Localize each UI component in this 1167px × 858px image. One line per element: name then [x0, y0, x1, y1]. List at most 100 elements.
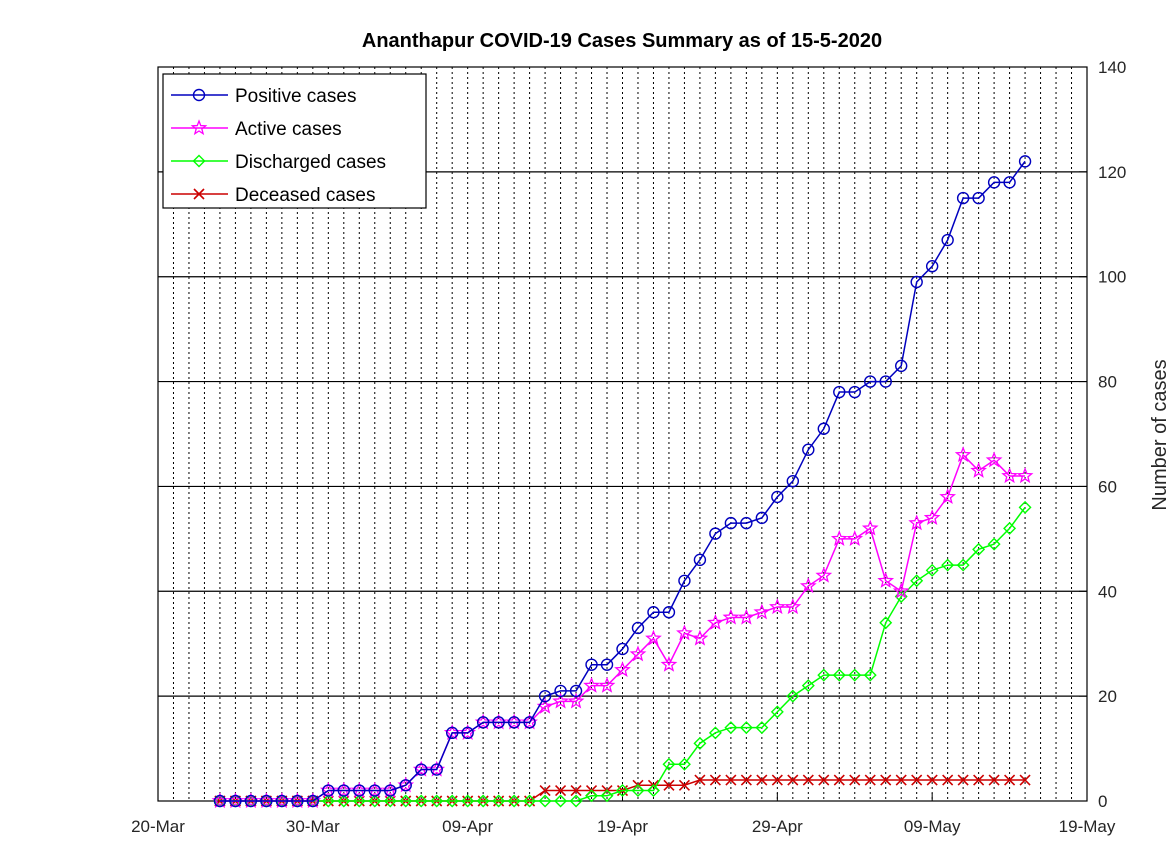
data-point — [786, 474, 800, 488]
data-point — [972, 191, 985, 205]
data-point — [322, 784, 335, 797]
data-point — [956, 558, 970, 572]
legend-label: Positive cases — [235, 86, 356, 107]
x-tick-label: 20-Mar — [131, 817, 185, 836]
data-point — [925, 563, 939, 577]
data-point — [384, 784, 397, 797]
data-point — [833, 774, 845, 786]
data-point — [864, 375, 877, 388]
data-point — [368, 794, 382, 808]
data-point — [676, 624, 693, 641]
data-point — [755, 511, 769, 525]
data-point — [523, 794, 537, 808]
data-point — [833, 385, 846, 399]
data-point — [631, 621, 645, 635]
data-point — [879, 375, 892, 388]
data-point — [645, 629, 662, 646]
data-point — [801, 679, 815, 693]
data-point — [1003, 176, 1016, 189]
data-point — [461, 794, 475, 808]
data-point — [877, 571, 895, 588]
y-tick-label: 40 — [1098, 582, 1117, 601]
data-point — [352, 794, 366, 808]
data-point — [306, 794, 320, 808]
legend-marker — [192, 154, 206, 168]
series-positive-cases — [213, 155, 1032, 808]
data-point — [786, 689, 800, 703]
data-point — [291, 794, 304, 808]
data-point — [598, 676, 616, 693]
data-point — [678, 574, 691, 587]
data-point — [815, 566, 833, 583]
y-tick-label: 60 — [1098, 477, 1117, 496]
data-point — [677, 757, 691, 771]
data-point — [941, 558, 955, 572]
data-point — [538, 689, 552, 703]
data-point — [663, 779, 675, 791]
data-point — [507, 794, 521, 808]
data-point — [707, 613, 724, 630]
x-tick-label: 19-Apr — [597, 817, 648, 836]
data-point — [818, 774, 830, 786]
data-point — [987, 537, 1001, 551]
data-point — [832, 668, 846, 682]
x-tick-label: 19-May — [1059, 817, 1116, 836]
data-point — [848, 668, 862, 682]
data-point — [476, 716, 490, 729]
data-point — [399, 779, 412, 792]
data-point — [430, 794, 444, 808]
data-point — [892, 582, 910, 599]
data-point — [1018, 155, 1032, 168]
data-point — [507, 716, 521, 729]
data-point — [724, 721, 738, 735]
data-point — [787, 774, 799, 786]
data-point — [213, 794, 227, 808]
data-point — [768, 598, 786, 615]
data-point — [569, 794, 583, 808]
data-point — [399, 794, 413, 808]
legend-item: Positive cases — [171, 86, 356, 107]
data-point — [954, 446, 972, 463]
data-point — [799, 577, 817, 594]
data-point — [647, 606, 660, 619]
data-point — [631, 784, 645, 798]
legend-item: Deceased cases — [171, 185, 375, 206]
data-point — [554, 794, 568, 808]
data-point — [616, 784, 629, 798]
data-point — [942, 774, 954, 786]
data-point — [383, 794, 397, 808]
data-point — [709, 774, 721, 786]
data-point — [616, 642, 629, 656]
data-point — [646, 784, 660, 798]
data-point — [880, 774, 892, 786]
data-point — [445, 794, 459, 808]
data-point — [771, 774, 783, 786]
data-point — [895, 359, 908, 373]
data-point — [1016, 467, 1034, 484]
data-point — [244, 794, 258, 808]
data-point — [925, 260, 939, 273]
data-point — [567, 692, 585, 709]
data-point — [414, 794, 428, 808]
data-point — [739, 721, 753, 735]
data-point — [970, 461, 987, 478]
data-point — [740, 516, 753, 530]
data-point — [941, 233, 954, 247]
data-point — [476, 794, 490, 808]
data-point — [908, 514, 926, 531]
data-point — [895, 774, 907, 786]
data-point — [461, 726, 474, 740]
data-point — [1003, 521, 1017, 535]
data-point — [691, 629, 709, 646]
legend-label: Discharged cases — [235, 152, 386, 173]
grid-lines — [158, 67, 1087, 801]
data-point — [585, 658, 598, 671]
data-point — [660, 655, 678, 672]
data-point — [229, 794, 242, 808]
data-point — [972, 542, 986, 556]
data-point — [737, 608, 755, 625]
data-point — [552, 692, 569, 709]
data-point — [415, 763, 428, 776]
data-point — [849, 774, 861, 786]
data-point — [445, 726, 459, 740]
